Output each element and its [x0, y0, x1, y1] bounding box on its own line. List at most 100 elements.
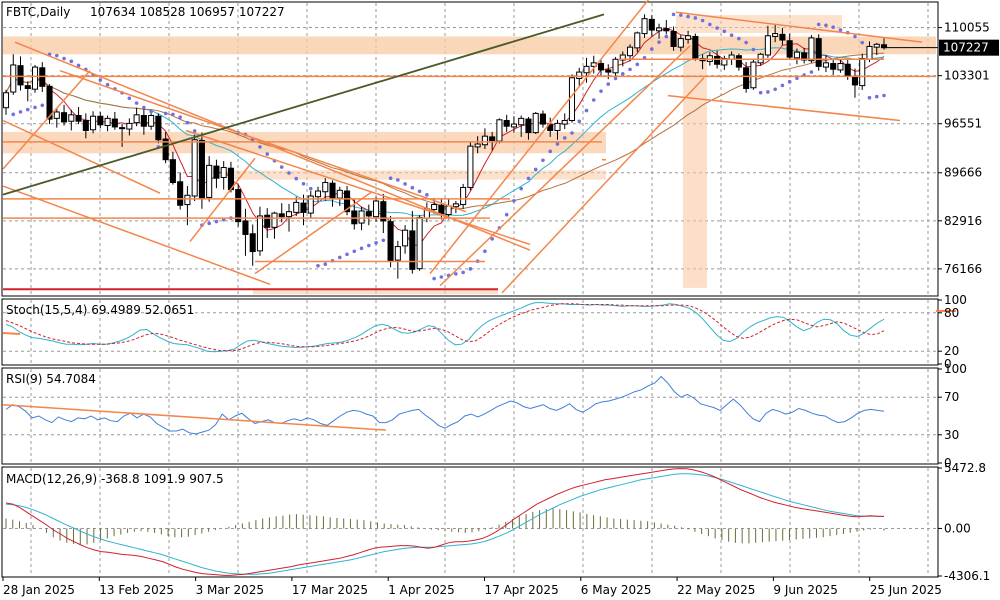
psar-dot: [134, 101, 139, 105]
psar-dot: [584, 108, 589, 113]
psar-dot: [860, 40, 865, 45]
price-zone-5: [253, 289, 498, 295]
psar-dot: [533, 167, 538, 172]
psar-dot: [780, 83, 785, 88]
candle-body: [220, 167, 227, 178]
stoch-tick-label: 0: [944, 357, 952, 371]
psar-dot: [323, 262, 328, 267]
psar-dot: [512, 198, 516, 203]
candle-body: [322, 181, 329, 193]
price-tick-label: 82916: [944, 214, 982, 228]
psar-dot: [541, 158, 545, 163]
trendline-11: [675, 11, 923, 43]
candle-body: [61, 112, 68, 123]
psar-dot: [396, 178, 400, 182]
candle-body: [126, 122, 133, 130]
psar-dot: [606, 82, 611, 86]
candle-body: [735, 55, 742, 68]
macd-tick-label: 5472.8: [944, 461, 986, 475]
candle-body: [518, 117, 525, 126]
price-tick-label: 89666: [944, 166, 982, 180]
psar-dot: [163, 111, 168, 116]
candle-body: [358, 210, 365, 224]
candle-body: [837, 63, 844, 71]
candle-body: [764, 35, 771, 56]
candle-body: [75, 115, 82, 122]
rsi-tick-label: 70: [944, 390, 959, 404]
candle-body: [285, 211, 293, 218]
candle-body: [206, 164, 213, 198]
price-zone-3: [683, 45, 707, 288]
candle-body: [256, 215, 264, 252]
psar-dot: [352, 249, 357, 254]
psar-dot: [69, 59, 74, 64]
psar-dot: [599, 89, 603, 93]
candle-body: [373, 200, 380, 218]
psar-dot: [686, 14, 690, 19]
psar-dot: [40, 103, 45, 108]
candle-body: [779, 33, 786, 41]
candle-body: [808, 37, 815, 62]
candle-body: [431, 204, 438, 211]
candle-body: [104, 117, 111, 126]
psar-dot: [650, 47, 654, 51]
candle-body: [155, 115, 162, 141]
last-price-value: 107227: [943, 41, 989, 55]
candle-body: [851, 75, 859, 86]
candle-body: [663, 28, 670, 32]
psar-dot: [700, 18, 705, 23]
candle-body: [873, 43, 880, 48]
price-tick-label: 103301: [944, 69, 990, 83]
candle-body: [177, 181, 184, 206]
psar-dot: [751, 47, 756, 52]
psar-dot: [185, 120, 190, 125]
psar-dot: [526, 176, 531, 181]
trendline-9: [439, 45, 691, 287]
psar-dot: [490, 237, 494, 241]
rsi-tick-label: 0: [944, 456, 952, 470]
x-tick-label: 17 Apr 2025: [485, 583, 559, 597]
psar-dot: [787, 79, 792, 84]
psar-dot: [454, 272, 458, 276]
psar-dot: [838, 28, 843, 32]
psar-dot: [359, 246, 364, 251]
candle-body: [460, 186, 467, 206]
stoch-tick-label: 100: [944, 293, 967, 307]
psar-dot: [76, 63, 81, 68]
candle-body: [532, 112, 539, 134]
candle-body: [815, 38, 822, 67]
stochastic-panel-frame: [1, 298, 939, 366]
ma-slow-line: [5, 52, 885, 210]
psar-dot: [693, 16, 698, 20]
psar-dot: [62, 56, 66, 61]
psar-dot: [562, 136, 567, 140]
candle-body: [830, 63, 837, 70]
candle-body: [90, 115, 97, 131]
psar-dot: [439, 275, 444, 279]
candle-body: [148, 115, 155, 127]
x-tick-label: 22 May 2025: [677, 583, 755, 597]
candle-body: [743, 67, 750, 89]
candle-body: [249, 233, 256, 253]
psar-dot: [294, 176, 299, 181]
psar-dot: [591, 98, 596, 102]
candle-body: [198, 139, 205, 199]
candle-body: [612, 58, 619, 74]
candle-body: [380, 201, 387, 222]
long-trendline: [2, 13, 605, 196]
psar-dot: [882, 93, 886, 98]
psar-dot: [708, 22, 712, 27]
x-tick-label: 13 Feb 2025: [99, 583, 174, 597]
psar-dot: [657, 40, 661, 44]
psar-dot: [824, 23, 828, 28]
price-tick-label: 76166: [944, 262, 982, 276]
psar-dot: [816, 22, 821, 27]
candle-body: [793, 51, 800, 59]
psar-dot: [207, 221, 211, 226]
candle-body: [17, 65, 24, 86]
rsi-trendline: [2, 403, 387, 431]
psar-dot: [664, 34, 669, 39]
psar-dot: [483, 249, 487, 254]
candle-body: [184, 194, 191, 206]
x-tick-label: 9 Jun 2025: [773, 583, 838, 597]
